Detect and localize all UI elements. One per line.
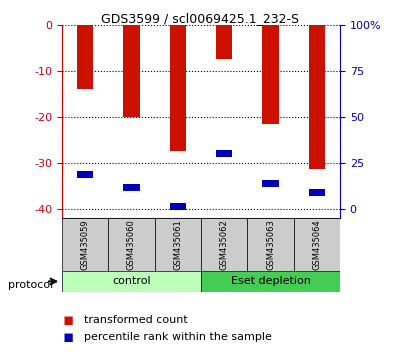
Text: GSM435062: GSM435062 [220, 219, 229, 270]
Text: GDS3599 / scl0069425.1_232-S: GDS3599 / scl0069425.1_232-S [101, 12, 299, 25]
Text: ▪: ▪ [62, 312, 73, 329]
Text: GSM435059: GSM435059 [81, 219, 90, 270]
Bar [294, 218, 340, 271]
Text: transformed count: transformed count [84, 315, 188, 325]
Bar [170, 25, 186, 151]
Bar [123, 184, 140, 191]
Bar [77, 25, 93, 89]
Text: GSM435060: GSM435060 [127, 219, 136, 270]
Text: protocol: protocol [8, 280, 53, 290]
Bar [262, 180, 279, 187]
Bar [123, 25, 140, 117]
Bar [170, 203, 186, 210]
Text: control: control [112, 276, 151, 286]
Bar [155, 218, 201, 271]
Bar [201, 271, 340, 292]
Bar [62, 271, 201, 292]
Bar [216, 25, 232, 59]
Bar [309, 25, 325, 170]
Bar [247, 218, 294, 271]
Bar [77, 171, 93, 177]
Text: Eset depletion: Eset depletion [230, 276, 310, 286]
Bar [309, 189, 325, 196]
Text: percentile rank within the sample: percentile rank within the sample [84, 332, 272, 342]
Text: GSM435061: GSM435061 [173, 219, 182, 270]
Bar [62, 218, 108, 271]
Text: GSM435064: GSM435064 [312, 219, 321, 270]
Bar [262, 25, 279, 124]
Bar [108, 218, 155, 271]
Bar [216, 150, 232, 157]
Text: ▪: ▪ [62, 328, 73, 346]
Text: GSM435063: GSM435063 [266, 219, 275, 270]
Bar [201, 218, 247, 271]
